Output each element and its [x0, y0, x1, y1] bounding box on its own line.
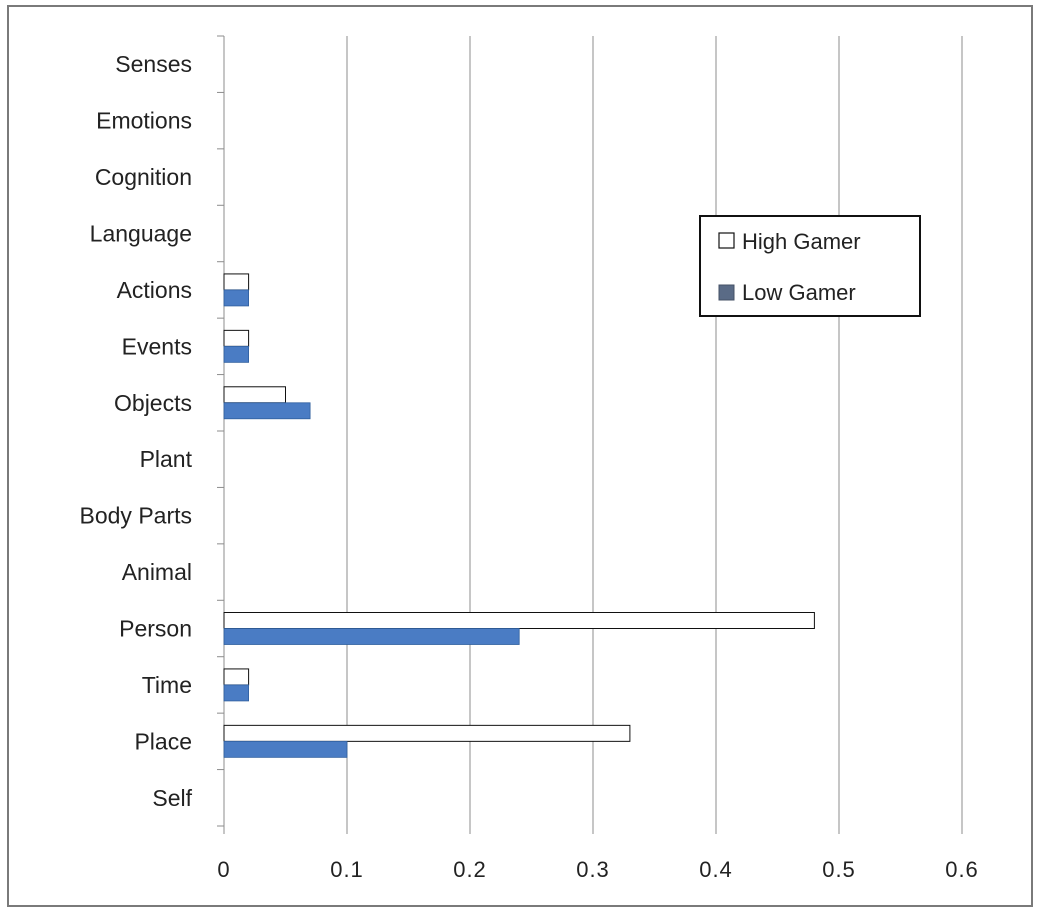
- x-tick-label: 0.1: [330, 857, 364, 882]
- category-label: Plant: [140, 446, 193, 472]
- grid-lines: [346, 36, 963, 834]
- bar-low-gamer: [223, 289, 250, 307]
- category-label: Language: [90, 221, 192, 247]
- legend-label-high-gamer: High Gamer: [742, 229, 861, 254]
- legend-swatch-high-gamer: [718, 232, 735, 249]
- x-tick-label: 0.3: [576, 857, 610, 882]
- bar-low-gamer: [223, 684, 250, 702]
- category-label: Place: [134, 728, 192, 754]
- category-label: Senses: [115, 51, 192, 77]
- legend: High Gamer Low Gamer: [699, 215, 921, 317]
- category-label: Animal: [122, 559, 192, 585]
- x-tick-label: 0: [217, 857, 230, 882]
- bars: [223, 273, 815, 758]
- bar-low-gamer: [223, 628, 520, 645]
- bar-low-gamer: [223, 402, 311, 420]
- bar-high-gamer: [223, 724, 631, 742]
- category-label: Person: [119, 616, 192, 642]
- x-tick-labels: 0 0.1 0.2 0.3 0.4 0.5 0.6: [217, 857, 979, 882]
- x-tick-label: 0.5: [822, 857, 856, 882]
- category-label: Actions: [117, 277, 192, 303]
- bar-low-gamer: [223, 740, 348, 758]
- category-label: Emotions: [96, 108, 192, 134]
- legend-box: [699, 215, 921, 317]
- category-label: Time: [142, 672, 192, 698]
- bar-high-gamer: [223, 668, 250, 686]
- bar-high-gamer: [223, 329, 250, 347]
- category-label: Self: [152, 785, 192, 811]
- legend-swatch-low-gamer: [718, 284, 735, 301]
- x-tick-label: 0.2: [453, 857, 487, 882]
- category-labels: Self Place Time Person Animal Body Parts Plant…: [80, 51, 193, 811]
- bar-high-gamer: [223, 386, 286, 404]
- x-tick-label: 0.6: [945, 857, 979, 882]
- category-label: Events: [122, 333, 192, 359]
- bar-low-gamer: [223, 345, 250, 363]
- category-label: Cognition: [95, 164, 192, 190]
- category-label: Body Parts: [80, 503, 193, 529]
- bar-high-gamer: [223, 612, 815, 629]
- x-tick-label: 0.4: [699, 857, 733, 882]
- chart-frame: [7, 5, 1033, 907]
- category-label: Objects: [114, 390, 192, 416]
- legend-label-low-gamer: Low Gamer: [742, 280, 856, 305]
- bar-high-gamer: [223, 273, 250, 291]
